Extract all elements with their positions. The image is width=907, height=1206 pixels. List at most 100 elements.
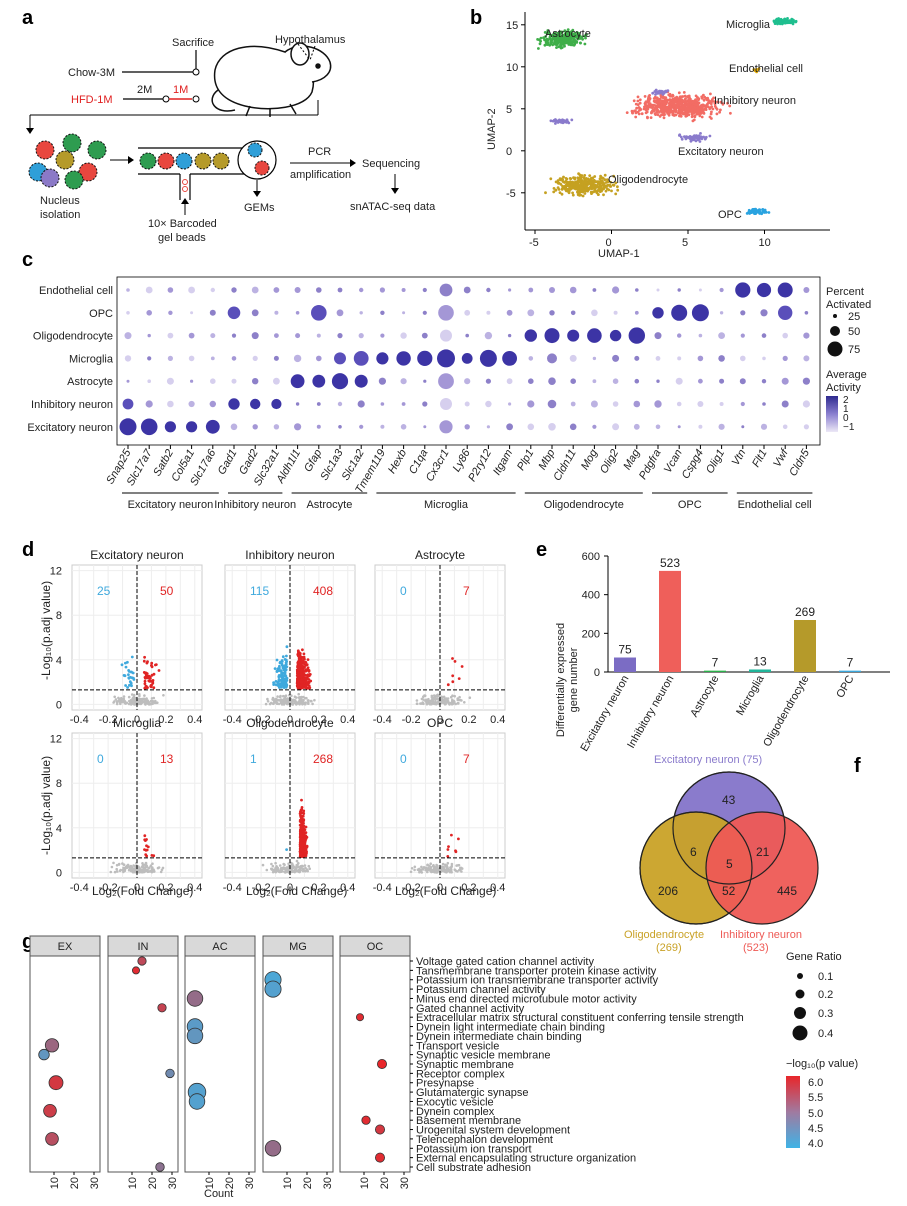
- umap-point: [670, 102, 673, 106]
- volcano-point-up: [297, 682, 301, 686]
- dotplot-dot: [570, 401, 576, 407]
- dotplot-dot: [378, 377, 386, 385]
- dotplot-dot: [464, 378, 471, 385]
- umap-point: [569, 32, 573, 35]
- dotplot-dot: [485, 400, 492, 408]
- umap-point: [664, 107, 668, 111]
- dotplot-dot: [782, 332, 788, 339]
- umap-point: [713, 102, 717, 105]
- volcano-xtick: 0: [287, 714, 293, 726]
- dotplot-dot: [164, 421, 176, 433]
- bar-ytick: 600: [582, 551, 600, 563]
- umap-point: [570, 30, 574, 33]
- umap-point: [716, 100, 719, 104]
- volcano-point-ns: [422, 698, 425, 701]
- dotplot-group-label: OPC: [678, 499, 702, 511]
- umap-point: [692, 135, 696, 139]
- umap-point: [677, 91, 681, 95]
- dotplot-dot: [209, 309, 216, 316]
- panel-e: e Differentially expressed gene number 6…: [536, 539, 890, 754]
- facet-label: AC: [212, 941, 227, 953]
- dotplot-dot: [613, 310, 618, 315]
- umap-point: [758, 210, 762, 214]
- dotplot-dot: [549, 310, 555, 316]
- volcano-xtick: 0.2: [311, 882, 326, 894]
- go-facets: EX 10 20 30 IN 10 20 30 AC 10 20 30 MG 10 20 30 OC 10 20 30: [29, 935, 411, 1189]
- volcano-point-ns: [159, 870, 163, 874]
- dotplot-dot: [126, 288, 130, 292]
- dotplot-dot: [188, 286, 196, 294]
- go-term-label: Synaptic vesicle membrane: [416, 1050, 551, 1062]
- dotplot-dot: [423, 379, 427, 383]
- volcano-point-ns: [410, 867, 414, 870]
- umap-point: [748, 210, 751, 214]
- go-dot: [188, 1093, 206, 1110]
- volcano-point-ns: [456, 870, 459, 873]
- dotplot-dot: [591, 309, 598, 317]
- volcano-point-up: [300, 678, 304, 681]
- dotplot-dot: [654, 332, 662, 340]
- go-term-label: Transport vesicle: [416, 1040, 499, 1052]
- volcano-point-down: [129, 681, 133, 685]
- facet-xtick: 20: [379, 1177, 391, 1189]
- dotplot-gene-label: Olig1: [704, 448, 727, 476]
- umap-point: [553, 31, 557, 35]
- volcano-point-up: [305, 850, 308, 853]
- umap-point: [581, 190, 585, 194]
- volcano-point-up: [143, 687, 147, 690]
- volcano-point-ns: [422, 866, 426, 869]
- umap-point: [574, 187, 577, 191]
- umap-point: [651, 105, 655, 109]
- dotplot-dot: [295, 402, 300, 406]
- dotplot-dot: [230, 423, 238, 431]
- umap-point: [543, 38, 547, 41]
- go-dot: [186, 1027, 204, 1045]
- umap-point: [574, 34, 578, 38]
- volcano-plots: Excitatory neuron 12 8 4 0 -0.4 -0.2 0 0.2 0.4 25 5…: [50, 548, 506, 894]
- dotplot-dot: [778, 305, 793, 320]
- dotplot-dot: [740, 401, 745, 407]
- volcano-point-up: [145, 676, 149, 680]
- umap-point: [699, 135, 703, 139]
- umap-point: [670, 95, 674, 98]
- volcano-point-ns: [143, 694, 146, 697]
- dotplot-dot: [167, 400, 174, 408]
- umap-point: [559, 119, 563, 122]
- volcano-ytick: 0: [56, 699, 62, 711]
- umap-point: [590, 179, 593, 182]
- dotplot-dot: [423, 425, 427, 429]
- umap-point: [581, 37, 584, 41]
- dotplot-dot: [145, 286, 153, 294]
- umap-point: [667, 110, 671, 114]
- umap-point: [674, 110, 678, 113]
- umap-point: [556, 38, 560, 41]
- volcano-ytick: 8: [56, 610, 62, 622]
- umap-point: [570, 43, 574, 47]
- umap-point: [702, 135, 705, 139]
- volcano-point-up: [299, 852, 303, 856]
- dotplot-dot: [609, 329, 622, 342]
- umap-point: [612, 174, 616, 178]
- umap-point: [601, 176, 605, 180]
- volcano-xtick: 0.2: [461, 882, 476, 894]
- umap-point: [591, 176, 595, 180]
- volcano-point-ns: [137, 865, 140, 869]
- umap-point: [687, 113, 691, 117]
- umap-point: [607, 188, 611, 192]
- umap-point: [753, 212, 756, 216]
- umap-point: [704, 97, 708, 100]
- umap-point: [704, 108, 708, 111]
- volcano-point-up: [299, 841, 303, 845]
- nucleus-label-2: isolation: [40, 209, 80, 221]
- umap-ytick: 5: [506, 104, 512, 116]
- volcano-point-ns: [445, 701, 449, 704]
- dotplot-dot: [205, 419, 220, 434]
- umap-point: [578, 180, 581, 184]
- volcano-point-ns: [144, 864, 147, 868]
- umap-point: [755, 68, 759, 72]
- volcano-xtick: -0.4: [70, 714, 89, 726]
- volcano-point-ns: [271, 698, 274, 701]
- umap-point: [539, 36, 543, 40]
- umap-point: [603, 173, 607, 177]
- dotplot-dot: [438, 373, 454, 390]
